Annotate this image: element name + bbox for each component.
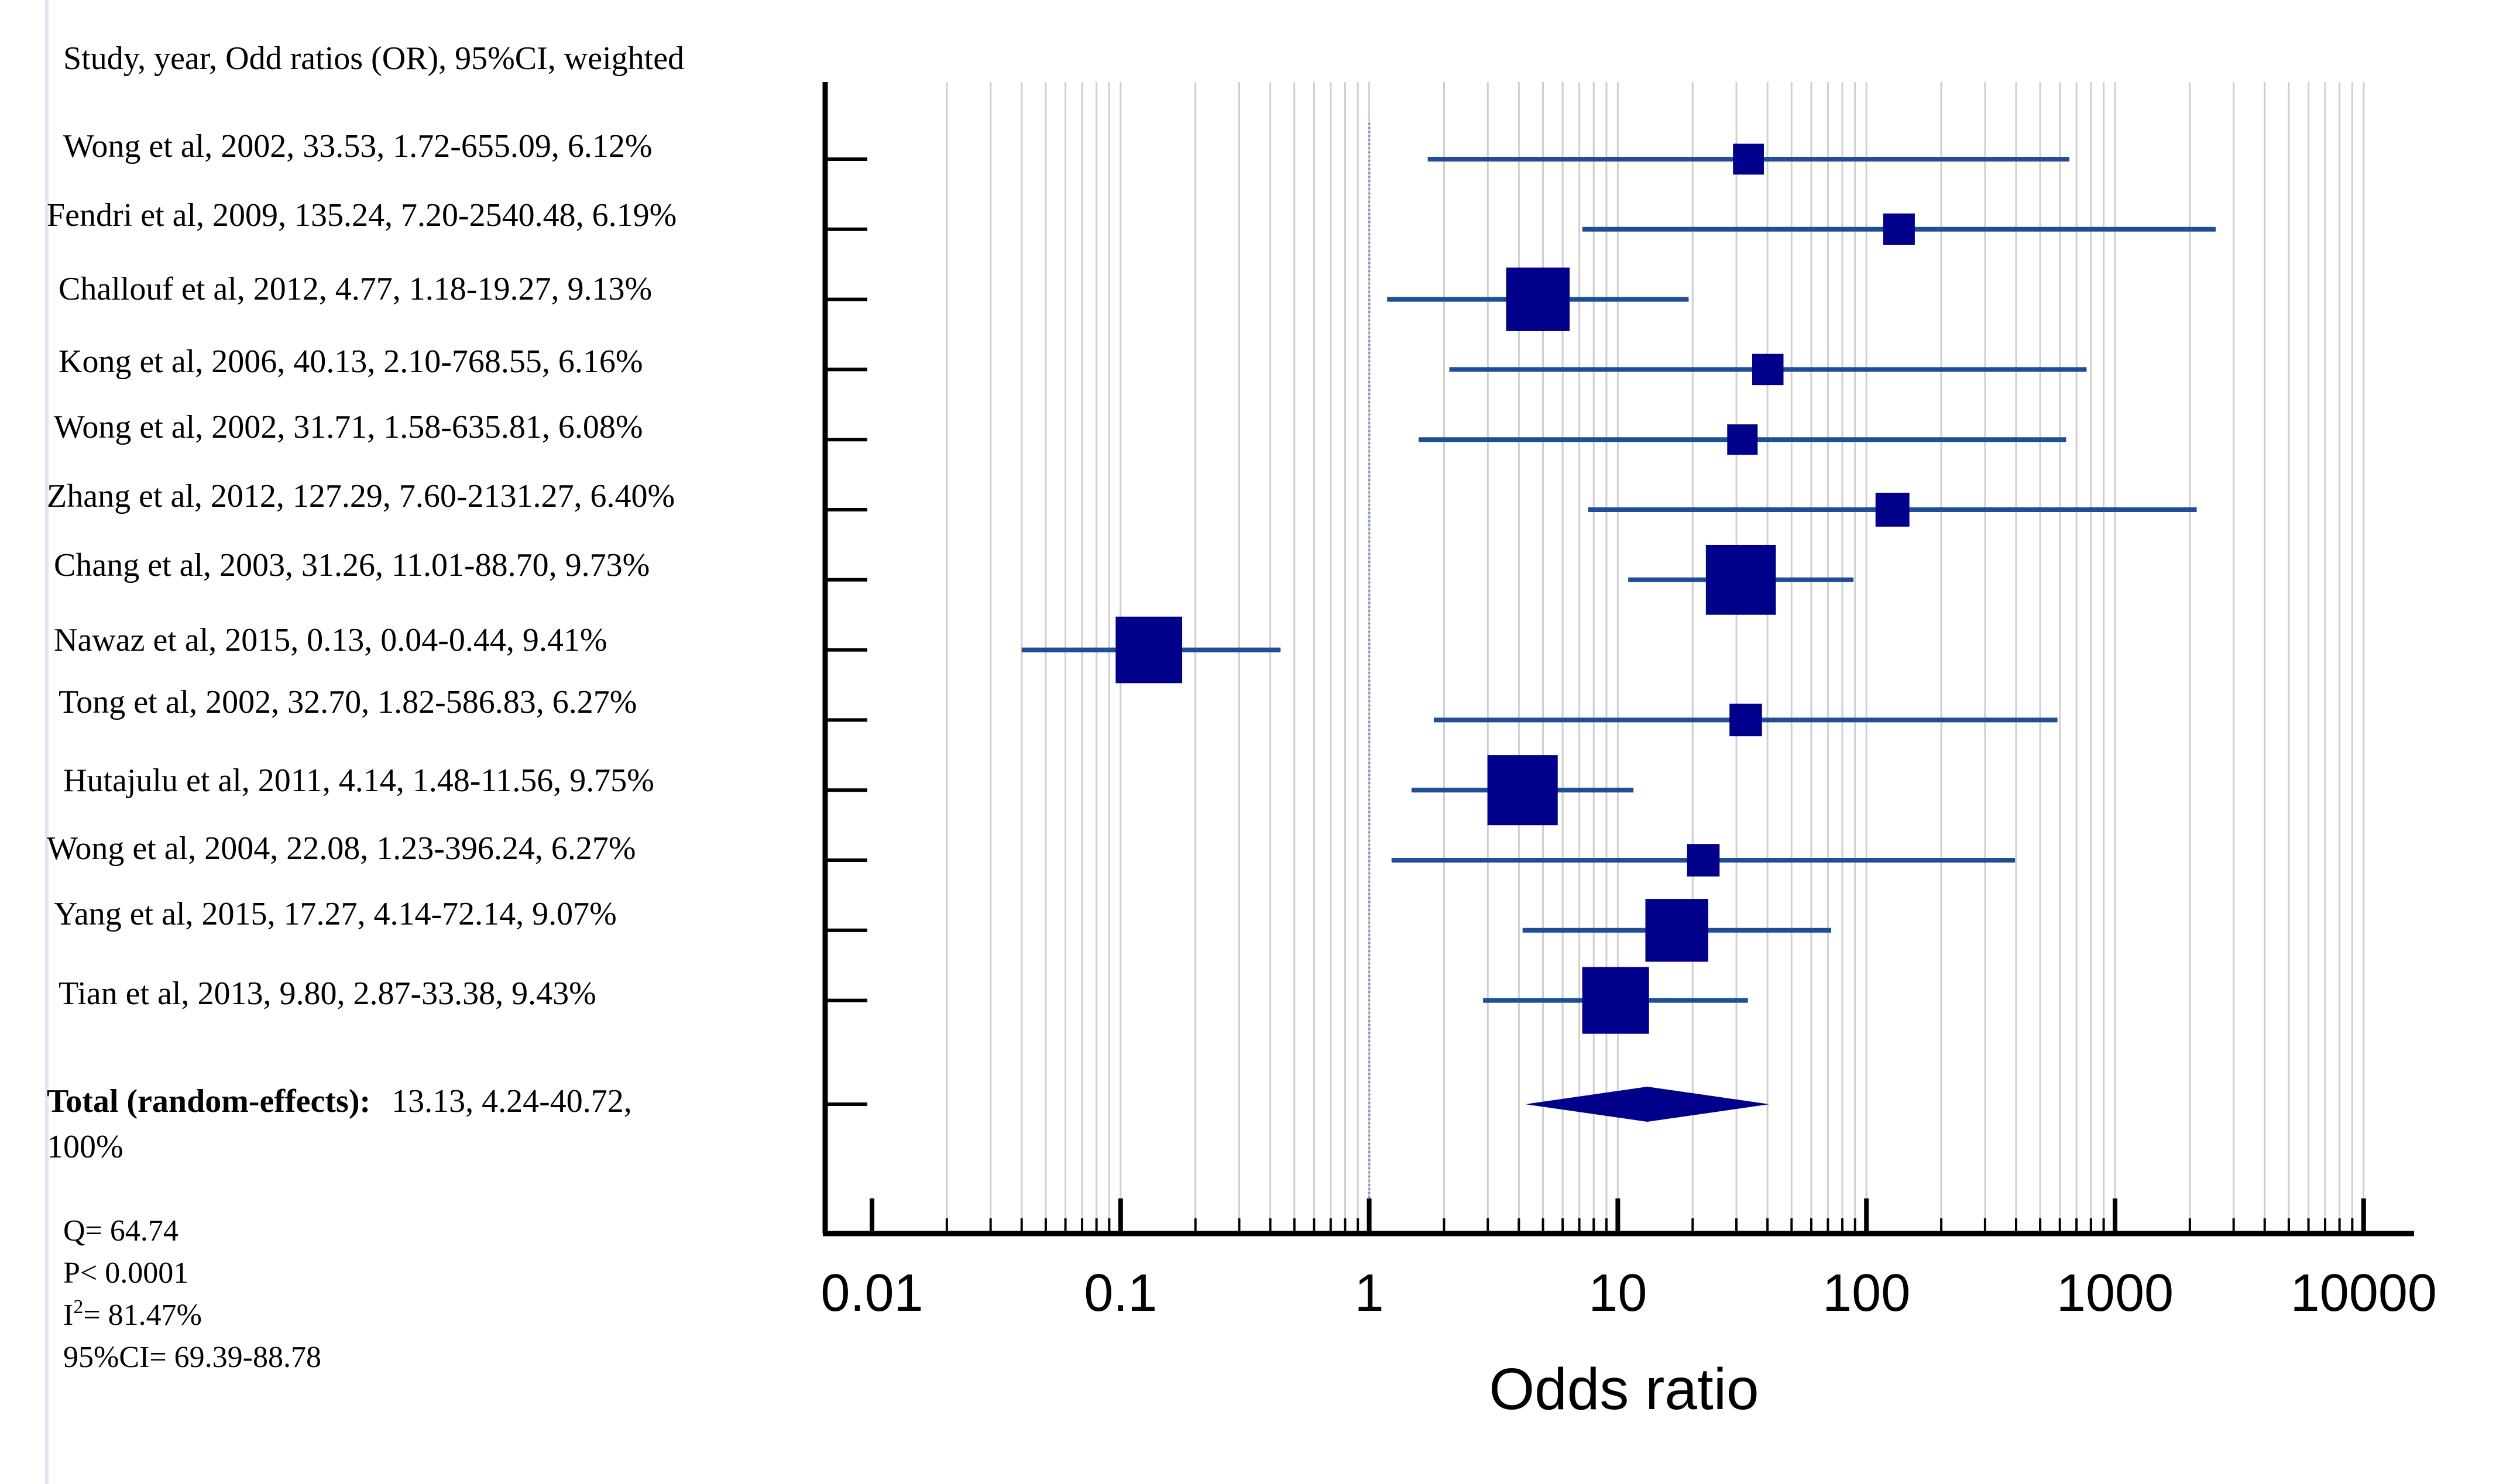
study-label: Tong et al, 2002, 32.70, 1.82-586.83, 6.… <box>59 684 637 720</box>
point-estimate-marker <box>1687 844 1720 877</box>
total-label: Total (random-effects): 13.13, 4.24-40.7… <box>47 1083 632 1119</box>
x-tick-label: 10000 <box>2291 1264 2437 1322</box>
study-label: Wong et al, 2004, 22.08, 1.23-396.24, 6.… <box>47 830 636 867</box>
stat-i2-value: = 81.47% <box>83 1298 202 1332</box>
study-label: Nawaz et al, 2015, 0.13, 0.04-0.44, 9.41… <box>54 622 607 658</box>
study-label: Wong et al, 2002, 33.53, 1.72-655.09, 6.… <box>63 128 653 164</box>
study-label: Kong et al, 2006, 40.13, 2.10-768.55, 6.… <box>59 343 643 380</box>
stat-p: P< 0.0001 <box>63 1256 188 1290</box>
x-tick-label: 1000 <box>2056 1264 2174 1322</box>
stat-i2-superscript: 2 <box>73 1296 83 1318</box>
heterogeneity-stats: Q= 64.74 P< 0.0001 I2= 81.47% 95%CI= 69.… <box>63 1214 321 1374</box>
study-labels: Wong et al, 2002, 33.53, 1.72-655.09, 6.… <box>47 128 677 1012</box>
study-label: Tian et al, 2013, 9.80, 2.87-33.38, 9.43… <box>59 975 596 1012</box>
point-estimate-marker <box>1582 967 1649 1034</box>
point-estimate-marker <box>1506 267 1570 331</box>
total-label-values: 13.13, 4.24-40.72, <box>392 1083 632 1119</box>
point-estimate-marker <box>1729 703 1762 737</box>
point-estimate-marker <box>1733 143 1764 175</box>
point-estimate-marker <box>1727 424 1758 455</box>
stat-i2-letter: I <box>63 1298 73 1332</box>
study-label: Wong et al, 2002, 31.71, 1.58-635.81, 6.… <box>54 409 643 445</box>
pooled-estimate-diamond <box>1525 1087 1770 1122</box>
axes: 0.01 0.1 1 10 100 1000 10000 <box>820 82 2437 1322</box>
point-estimate-marker <box>1115 616 1183 683</box>
study-markers <box>1021 143 2216 1122</box>
point-estimate-marker <box>1883 213 1915 245</box>
study-label: Hutajulu et al, 2011, 4.14, 1.48-11.56, … <box>63 762 654 799</box>
stat-q: Q= 64.74 <box>63 1214 178 1248</box>
point-estimate-marker <box>1645 899 1708 962</box>
x-tick-label: 100 <box>1822 1264 1910 1322</box>
study-label: Fendri et al, 2009, 135.24, 7.20-2540.48… <box>47 197 677 233</box>
point-estimate-marker <box>1705 544 1776 615</box>
x-tick-label: 0.1 <box>1084 1264 1157 1322</box>
point-estimate-marker <box>1487 755 1558 826</box>
stat-ci: 95%CI= 69.39-88.78 <box>63 1341 321 1374</box>
study-label: Challouf et al, 2012, 4.77, 1.18-19.27, … <box>59 271 652 307</box>
table-header: Study, year, Odd ratios (OR), 95%CI, wei… <box>63 40 684 77</box>
stat-i2: I2= 81.47% <box>63 1296 202 1332</box>
study-label: Yang et al, 2015, 17.27, 4.14-72.14, 9.0… <box>54 896 617 932</box>
study-label: Zhang et al, 2012, 127.29, 7.60-2131.27,… <box>47 478 675 514</box>
study-label: Chang et al, 2003, 31.26, 11.01-88.70, 9… <box>54 547 650 583</box>
point-estimate-marker <box>1875 493 1910 527</box>
point-estimate-marker <box>1752 353 1784 386</box>
total-label-bold: Total (random-effects): <box>47 1083 370 1119</box>
x-axis-title: Odds ratio <box>1489 1356 1759 1422</box>
x-tick-label: 1 <box>1355 1264 1384 1322</box>
x-tick-label: 10 <box>1588 1264 1647 1322</box>
x-tick-label: 0.01 <box>820 1264 923 1322</box>
total-label-percent: 100% <box>47 1129 123 1165</box>
